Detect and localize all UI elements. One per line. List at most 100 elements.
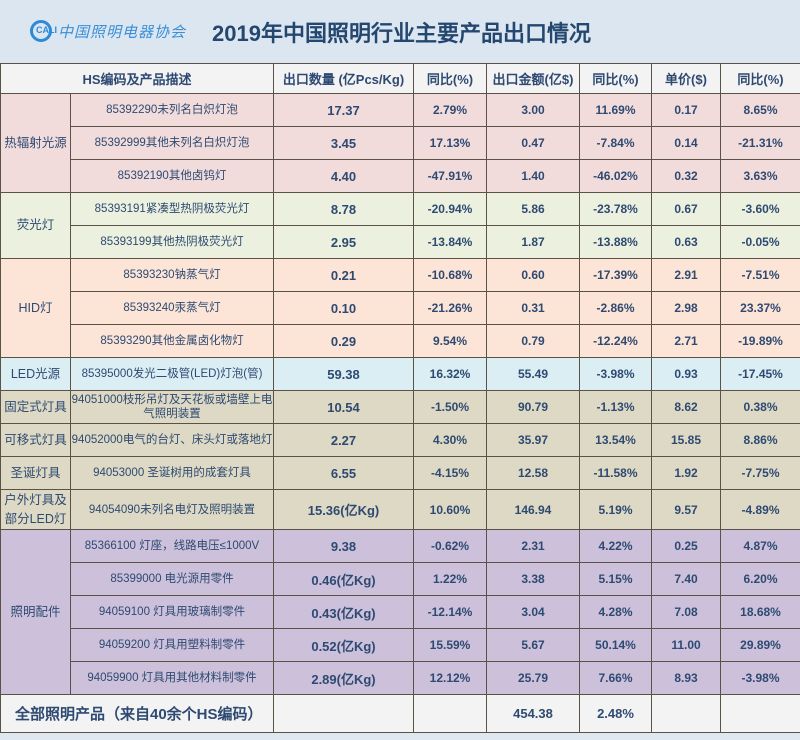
qty-yoy-cell: -0.62% (413, 529, 487, 563)
category-cell: LED光源 (0, 357, 71, 391)
total-price-yoy-cell (720, 694, 800, 733)
price-yoy-cell: 29.89% (720, 628, 800, 662)
price-yoy-cell: -4.89% (720, 489, 800, 530)
table-row: 可移式灯具 94052000电气的台灯、床头灯或落地灯 2.27 4.30% 3… (0, 423, 800, 457)
qty-cell: 2.89(亿Kg) (273, 661, 414, 695)
product-desc: 85399000 电光源用零件 (70, 562, 274, 596)
price-yoy-cell: -3.98% (720, 661, 800, 695)
title-bar: CALI 中国照明电器协会 2019年中国照明行业主要产品出口情况 (0, 0, 800, 63)
qty-cell: 0.29 (273, 324, 414, 358)
total-value-yoy-cell: 2.48% (579, 694, 652, 733)
price-yoy-cell: 18.68% (720, 595, 800, 629)
table-row: 85393290其他金属卤化物灯 0.29 9.54% 0.79 -12.24%… (1, 324, 800, 358)
qty-yoy-cell: -21.26% (413, 291, 487, 325)
category-cell: HID灯 (0, 258, 71, 358)
product-desc: 94059900 灯具用其他材料制零件 (70, 661, 274, 695)
price-yoy-cell: 23.37% (720, 291, 800, 325)
price-cell: 2.91 (651, 258, 721, 292)
category-cell: 荧光灯 (0, 192, 71, 259)
table-row: 85392999其他未列名白炽灯泡 3.45 17.13% 0.47 -7.84… (1, 126, 800, 160)
value-cell: 146.94 (486, 489, 580, 530)
qty-yoy-cell: 2.79% (413, 93, 487, 127)
product-desc: 94052000电气的台灯、床头灯或落地灯 (70, 423, 274, 457)
price-cell: 1.92 (651, 456, 721, 490)
category-cell: 固定式灯具 (0, 390, 71, 424)
table-row: 85392190其他卤钨灯 4.40 -47.91% 1.40 -46.02% … (1, 159, 800, 193)
price-cell: 2.98 (651, 291, 721, 325)
export-table: HS编码及产品描述 出口数量 (亿Pcs/Kg) 同比(%) 出口金额(亿$) … (0, 63, 800, 733)
qty-yoy-cell: 15.59% (413, 628, 487, 662)
value-cell: 0.47 (486, 126, 580, 160)
value-cell: 3.04 (486, 595, 580, 629)
value-yoy-cell: 5.15% (579, 562, 652, 596)
value-yoy-cell: 4.22% (579, 529, 652, 563)
price-cell: 0.63 (651, 225, 721, 259)
price-yoy-cell: 4.87% (720, 529, 800, 563)
qty-yoy-cell: 17.13% (413, 126, 487, 160)
value-yoy-cell: 50.14% (579, 628, 652, 662)
qty-cell: 0.52(亿Kg) (273, 628, 414, 662)
qty-yoy-cell: -20.94% (413, 192, 487, 226)
price-cell: 7.08 (651, 595, 721, 629)
total-price-cell (651, 694, 721, 733)
category-cell: 照明配件 (0, 529, 71, 695)
value-cell: 3.38 (486, 562, 580, 596)
total-qty-yoy-cell (413, 694, 487, 733)
category-cell: 户外灯具及部分LED灯 (0, 489, 71, 530)
value-yoy-cell: -3.98% (579, 357, 652, 391)
value-cell: 0.79 (486, 324, 580, 358)
product-desc: 85393199其他热阴极荧光灯 (70, 225, 274, 259)
value-yoy-cell: -12.24% (579, 324, 652, 358)
value-yoy-cell: -2.86% (579, 291, 652, 325)
price-cell: 8.62 (651, 390, 721, 424)
qty-cell: 15.36(亿Kg) (273, 489, 414, 530)
qty-yoy-cell: -12.14% (413, 595, 487, 629)
association-logo: CALI 中国照明电器协会 (30, 20, 186, 42)
total-label: 全部照明产品（来自40余个HS编码） (0, 694, 274, 733)
value-yoy-cell: -7.84% (579, 126, 652, 160)
value-cell: 1.87 (486, 225, 580, 259)
table-row: HID灯 85393230钠蒸气灯 0.21 -10.68% 0.60 -17.… (0, 258, 800, 358)
qty-cell: 2.95 (273, 225, 414, 259)
product-desc: 85366100 灯座，线路电压≤1000V (70, 529, 274, 563)
category-cell: 热辐射光源 (0, 93, 71, 193)
price-cell: 0.67 (651, 192, 721, 226)
price-yoy-cell: 3.63% (720, 159, 800, 193)
qty-cell: 6.55 (273, 456, 414, 490)
value-yoy-cell: 4.28% (579, 595, 652, 629)
qty-cell: 9.38 (273, 529, 414, 563)
price-yoy-cell: -0.05% (720, 225, 800, 259)
value-yoy-cell: 11.69% (579, 93, 652, 127)
value-cell: 0.31 (486, 291, 580, 325)
total-row: 全部照明产品（来自40余个HS编码） 454.38 2.48% (0, 694, 800, 733)
col-header-value: 出口金额(亿$) (486, 63, 580, 94)
table-row: LED光源 85395000发光二极管(LED)灯泡(管) 59.38 16.3… (0, 357, 800, 391)
qty-yoy-cell: 16.32% (413, 357, 487, 391)
qty-yoy-cell: 12.12% (413, 661, 487, 695)
table-row: 94059200 灯具用塑料制零件 0.52(亿Kg) 15.59% 5.67 … (1, 628, 800, 662)
qty-yoy-cell: 9.54% (413, 324, 487, 358)
qty-yoy-cell: 1.22% (413, 562, 487, 596)
qty-cell: 0.43(亿Kg) (273, 595, 414, 629)
price-cell: 11.00 (651, 628, 721, 662)
value-yoy-cell: -46.02% (579, 159, 652, 193)
col-header-qty: 出口数量 (亿Pcs/Kg) (273, 63, 414, 94)
qty-cell: 4.40 (273, 159, 414, 193)
value-cell: 5.67 (486, 628, 580, 662)
logo-text: 中国照明电器协会 (58, 22, 187, 41)
product-desc: 85393191紧凑型热阴极荧光灯 (70, 192, 274, 226)
table-row: 圣诞灯具 94053000 圣诞树用的成套灯具 6.55 -4.15% 12.5… (0, 456, 800, 490)
col-header-value-yoy: 同比(%) (579, 63, 652, 94)
product-desc: 94059200 灯具用塑料制零件 (70, 628, 274, 662)
table-row: 固定式灯具 94051000枝形吊灯及天花板或墙壁上电气照明装置 10.54 -… (0, 390, 800, 424)
value-cell: 55.49 (486, 357, 580, 391)
col-header-qty-yoy: 同比(%) (413, 63, 487, 94)
price-yoy-cell: 8.86% (720, 423, 800, 457)
value-cell: 3.00 (486, 93, 580, 127)
price-cell: 0.32 (651, 159, 721, 193)
qty-cell: 3.45 (273, 126, 414, 160)
price-yoy-cell: 6.20% (720, 562, 800, 596)
qty-cell: 8.78 (273, 192, 414, 226)
table-row: 94059100 灯具用玻璃制零件 0.43(亿Kg) -12.14% 3.04… (1, 595, 800, 629)
table-header-row: HS编码及产品描述 出口数量 (亿Pcs/Kg) 同比(%) 出口金额(亿$) … (0, 63, 800, 94)
